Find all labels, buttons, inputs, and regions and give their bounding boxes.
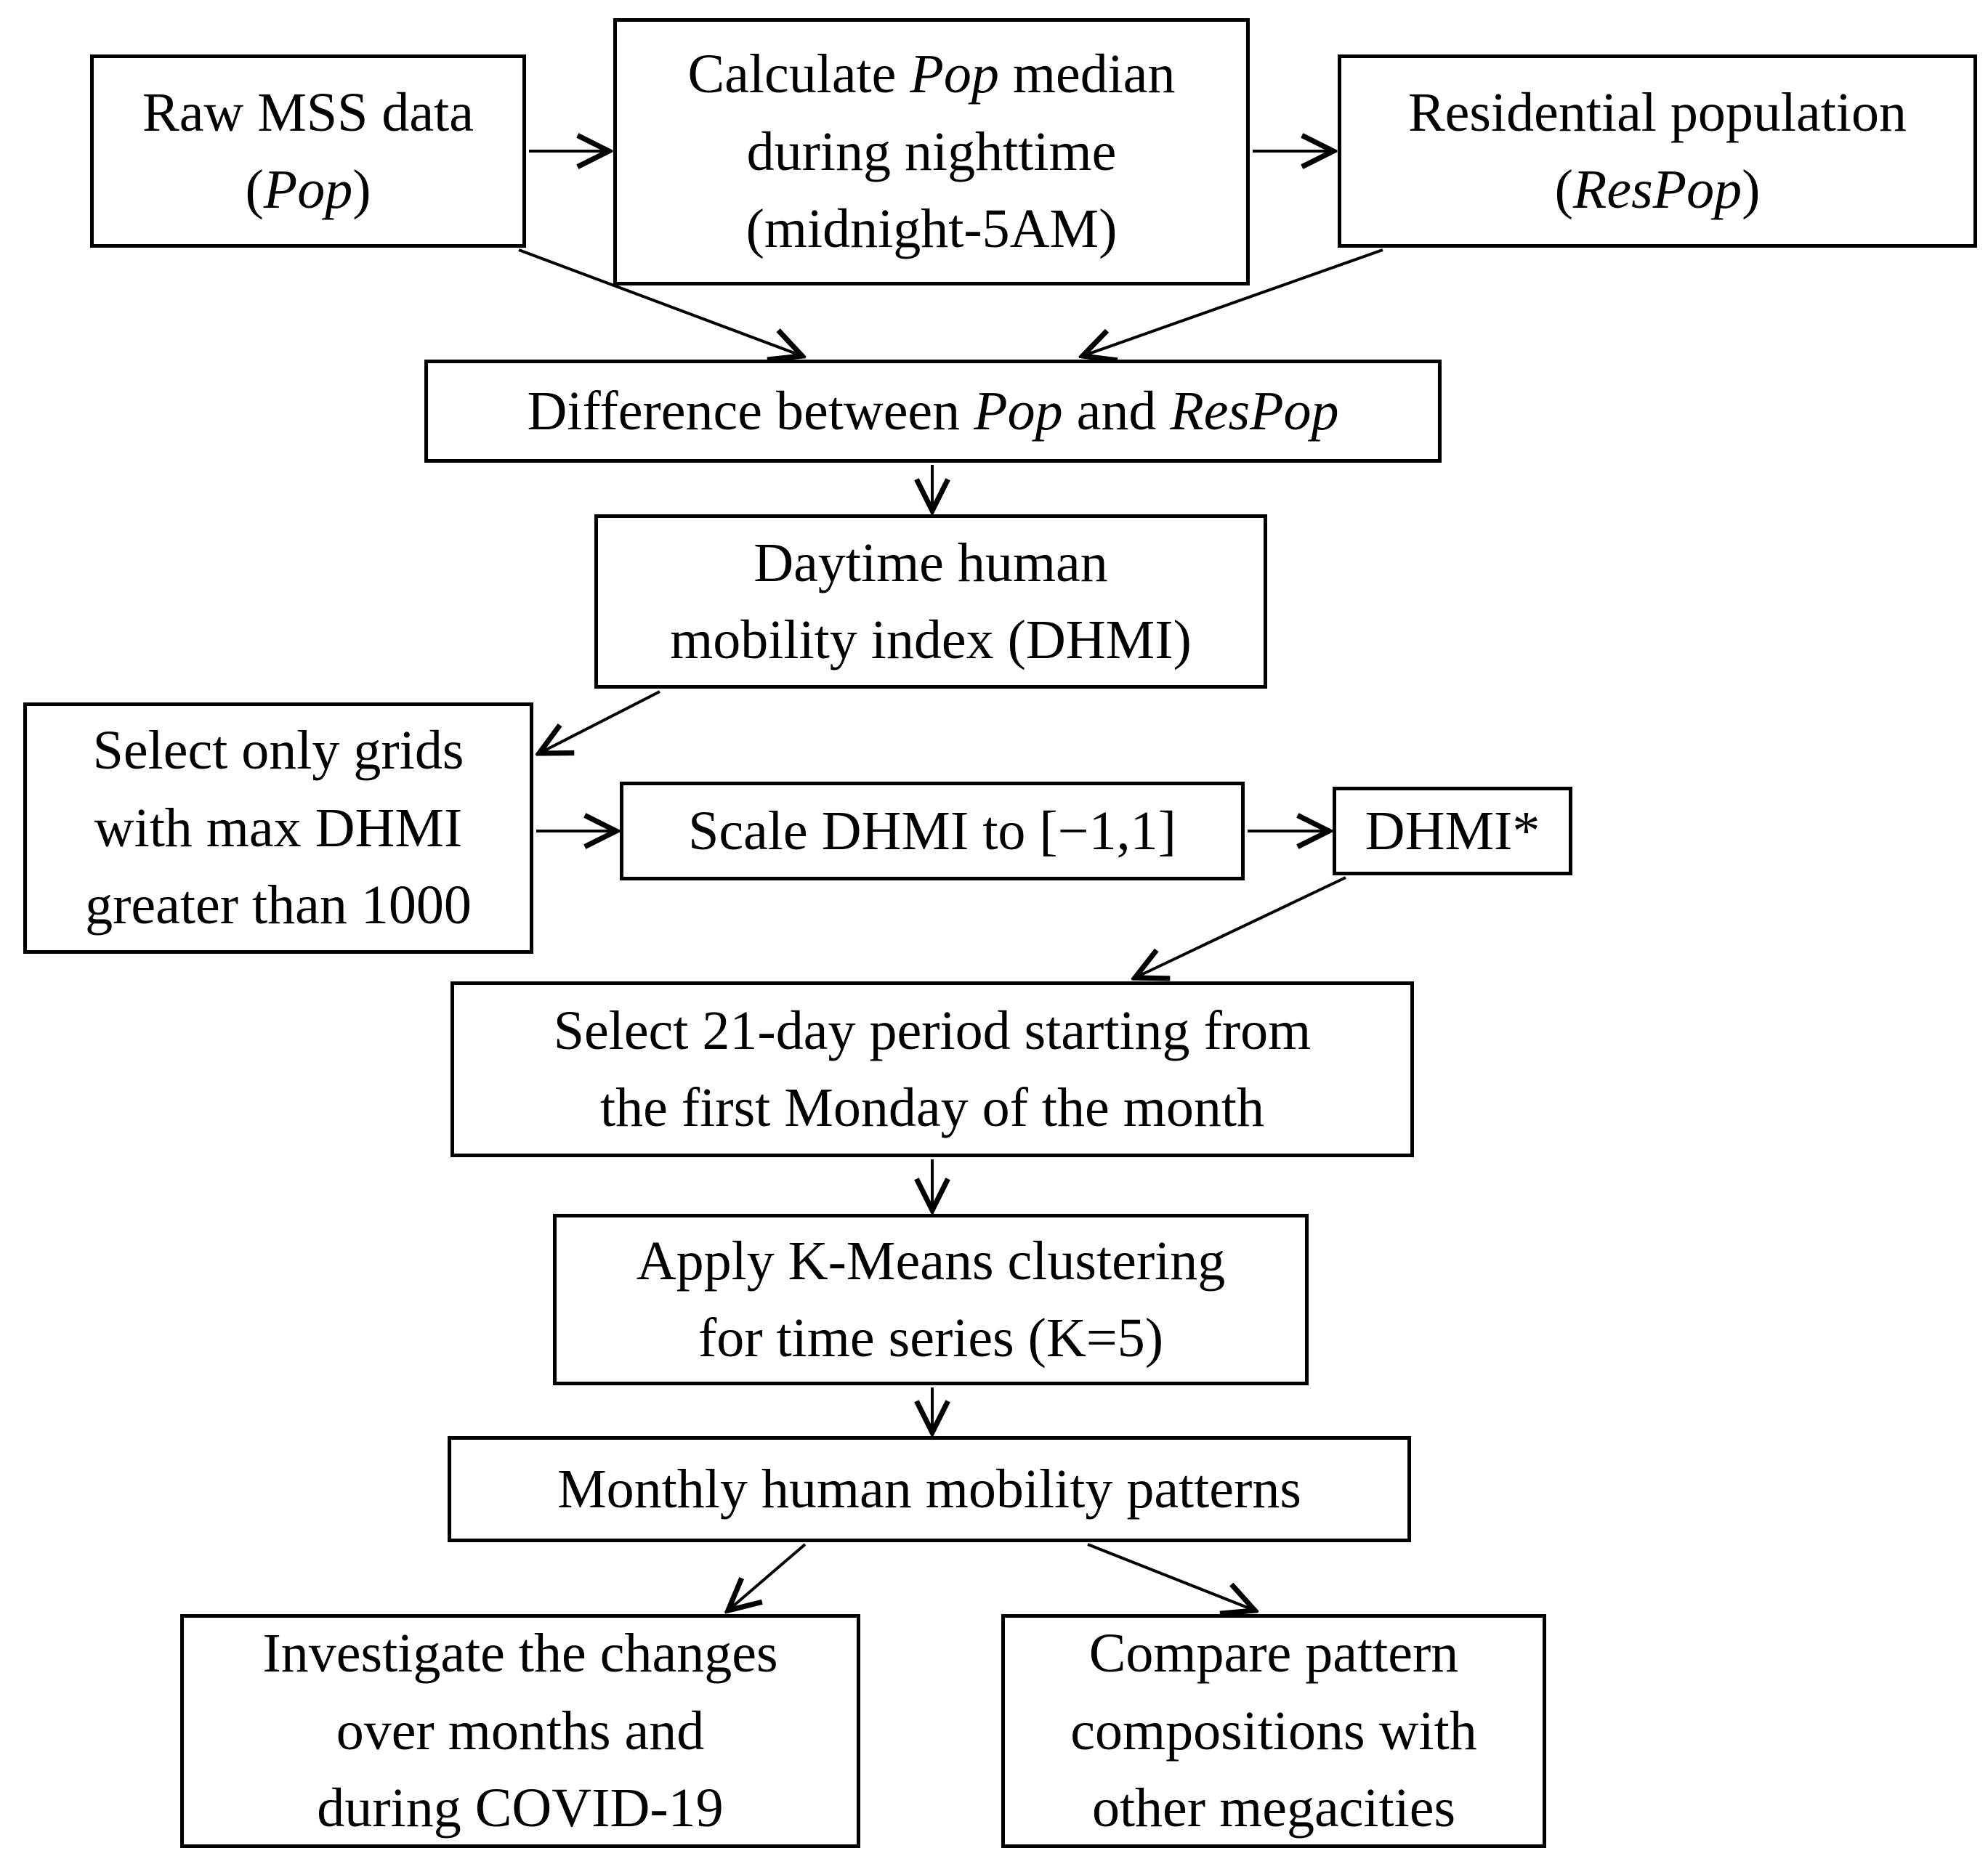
node-scale-dhmi-text: Scale DHMI to [−1,1] bbox=[688, 800, 1176, 862]
node-difference-pop-respop-text: ResPop bbox=[1170, 380, 1339, 442]
node-apply-kmeans-text: for time series (K=5) bbox=[698, 1308, 1164, 1369]
node-daytime-dhmi-line: Daytime human bbox=[753, 524, 1108, 601]
node-select-21-day-text: Select 21-day period starting from bbox=[553, 1000, 1312, 1061]
node-investigate-changes: Investigate the changes over months and du… bbox=[180, 1614, 860, 1848]
node-raw-mss-data-text: ( bbox=[245, 159, 264, 220]
node-apply-kmeans-line: for time series (K=5) bbox=[698, 1300, 1163, 1377]
node-select-grids-line: Select only grids bbox=[93, 712, 464, 789]
node-compare-compositions-line: compositions with bbox=[1070, 1693, 1476, 1770]
node-difference-pop-respop: Difference between Pop and ResPop bbox=[424, 360, 1442, 463]
node-difference-pop-respop-text: and bbox=[1062, 380, 1171, 442]
node-daytime-dhmi-line: mobility index (DHMI) bbox=[670, 601, 1192, 678]
node-raw-mss-data-line: Raw MSS data bbox=[142, 74, 474, 151]
node-raw-mss-data-text: Raw MSS data bbox=[142, 81, 474, 143]
node-select-21-day: Select 21-day period starting from the fi… bbox=[450, 981, 1414, 1157]
node-select-grids-text: with max DHMI bbox=[94, 797, 463, 859]
node-daytime-dhmi-text: Daytime human bbox=[753, 532, 1108, 593]
node-select-grids-text: greater than 1000 bbox=[85, 875, 472, 936]
node-daytime-dhmi: Daytime human mobility index (DHMI) bbox=[594, 514, 1267, 689]
node-apply-kmeans-text: Apply K-Means clustering bbox=[636, 1230, 1226, 1292]
node-scale-dhmi: Scale DHMI to [−1,1] bbox=[620, 782, 1245, 880]
node-calc-pop-median-text: (midnight-5AM) bbox=[746, 198, 1118, 260]
node-investigate-changes-text: during COVID-19 bbox=[317, 1778, 724, 1839]
node-apply-kmeans: Apply K-Means clustering for time series … bbox=[553, 1214, 1309, 1385]
node-calc-pop-median: Calculate Pop median during nighttime (mid… bbox=[613, 18, 1250, 285]
node-difference-pop-respop-line: Difference between Pop and ResPop bbox=[527, 373, 1338, 450]
node-raw-mss-data-text: Pop bbox=[263, 159, 353, 220]
node-difference-pop-respop-text: Difference between bbox=[527, 380, 974, 442]
node-calc-pop-median-line: during nighttime bbox=[747, 113, 1117, 190]
node-monthly-patterns-text: Monthly human mobility patterns bbox=[557, 1458, 1301, 1520]
arrow-dhmi-to-select-grids bbox=[539, 690, 660, 753]
arrow-monthly-to-compare bbox=[1087, 1543, 1255, 1610]
node-investigate-changes-text: over months and bbox=[336, 1700, 705, 1762]
node-dhmi-star-text: DHMI* bbox=[1365, 800, 1540, 862]
node-select-21-day-line: Select 21-day period starting from bbox=[554, 992, 1312, 1069]
node-residential-population-text: ( bbox=[1554, 159, 1573, 220]
node-residential-population-text: ResPop bbox=[1572, 159, 1742, 220]
node-select-21-day-text: the first Monday of the month bbox=[600, 1077, 1264, 1138]
node-dhmi-star: DHMI* bbox=[1333, 787, 1572, 875]
node-dhmi-star-line: DHMI* bbox=[1365, 793, 1540, 870]
node-scale-dhmi-line: Scale DHMI to [−1,1] bbox=[688, 793, 1176, 870]
node-raw-mss-data: Raw MSS data (Pop) bbox=[90, 54, 526, 248]
node-investigate-changes-line: Investigate the changes bbox=[262, 1615, 777, 1692]
node-investigate-changes-line: over months and bbox=[336, 1693, 705, 1770]
node-select-grids-line: with max DHMI bbox=[94, 790, 463, 867]
node-residential-population-text: Residential population bbox=[1407, 81, 1907, 143]
node-select-grids: Select only grids with max DHMI greater th… bbox=[23, 702, 533, 954]
node-compare-compositions-line: Compare pattern bbox=[1089, 1615, 1459, 1692]
node-apply-kmeans-line: Apply K-Means clustering bbox=[637, 1223, 1226, 1300]
node-calc-pop-median-text: Calculate bbox=[687, 44, 910, 105]
node-compare-compositions-line: other megacities bbox=[1092, 1770, 1455, 1847]
node-monthly-patterns: Monthly human mobility patterns bbox=[448, 1436, 1411, 1542]
node-calc-pop-median-text: median bbox=[998, 44, 1176, 105]
node-compare-compositions: Compare pattern compositions with other me… bbox=[1001, 1614, 1546, 1848]
node-residential-population-line: (ResPop) bbox=[1555, 151, 1761, 228]
node-daytime-dhmi-text: mobility index (DHMI) bbox=[670, 609, 1192, 670]
node-compare-compositions-text: Compare pattern bbox=[1088, 1623, 1459, 1685]
arrow-monthly-to-investigate bbox=[728, 1543, 807, 1610]
node-compare-compositions-text: compositions with bbox=[1070, 1700, 1477, 1762]
node-calc-pop-median-line: Calculate Pop median bbox=[687, 36, 1175, 113]
node-select-grids-text: Select only grids bbox=[92, 720, 464, 782]
node-raw-mss-data-text: ) bbox=[352, 159, 371, 220]
node-investigate-changes-text: Investigate the changes bbox=[262, 1623, 778, 1685]
node-select-grids-line: greater than 1000 bbox=[85, 867, 472, 944]
node-calc-pop-median-text: during nighttime bbox=[746, 121, 1117, 182]
arrow-dhmi-star-to-21-day bbox=[1135, 876, 1346, 978]
node-calc-pop-median-text: Pop bbox=[910, 44, 999, 105]
node-select-21-day-line: the first Monday of the month bbox=[600, 1069, 1264, 1146]
node-raw-mss-data-line: (Pop) bbox=[245, 151, 371, 228]
node-compare-compositions-text: other megacities bbox=[1091, 1778, 1456, 1839]
node-residential-population-text: ) bbox=[1742, 159, 1761, 220]
node-monthly-patterns-line: Monthly human mobility patterns bbox=[557, 1451, 1301, 1528]
node-residential-population-line: Residential population bbox=[1408, 74, 1907, 151]
node-calc-pop-median-line: (midnight-5AM) bbox=[746, 190, 1118, 267]
node-investigate-changes-line: during COVID-19 bbox=[317, 1770, 723, 1847]
node-residential-population: Residential population (ResPop) bbox=[1338, 54, 1977, 248]
node-difference-pop-respop-text: Pop bbox=[974, 380, 1063, 442]
